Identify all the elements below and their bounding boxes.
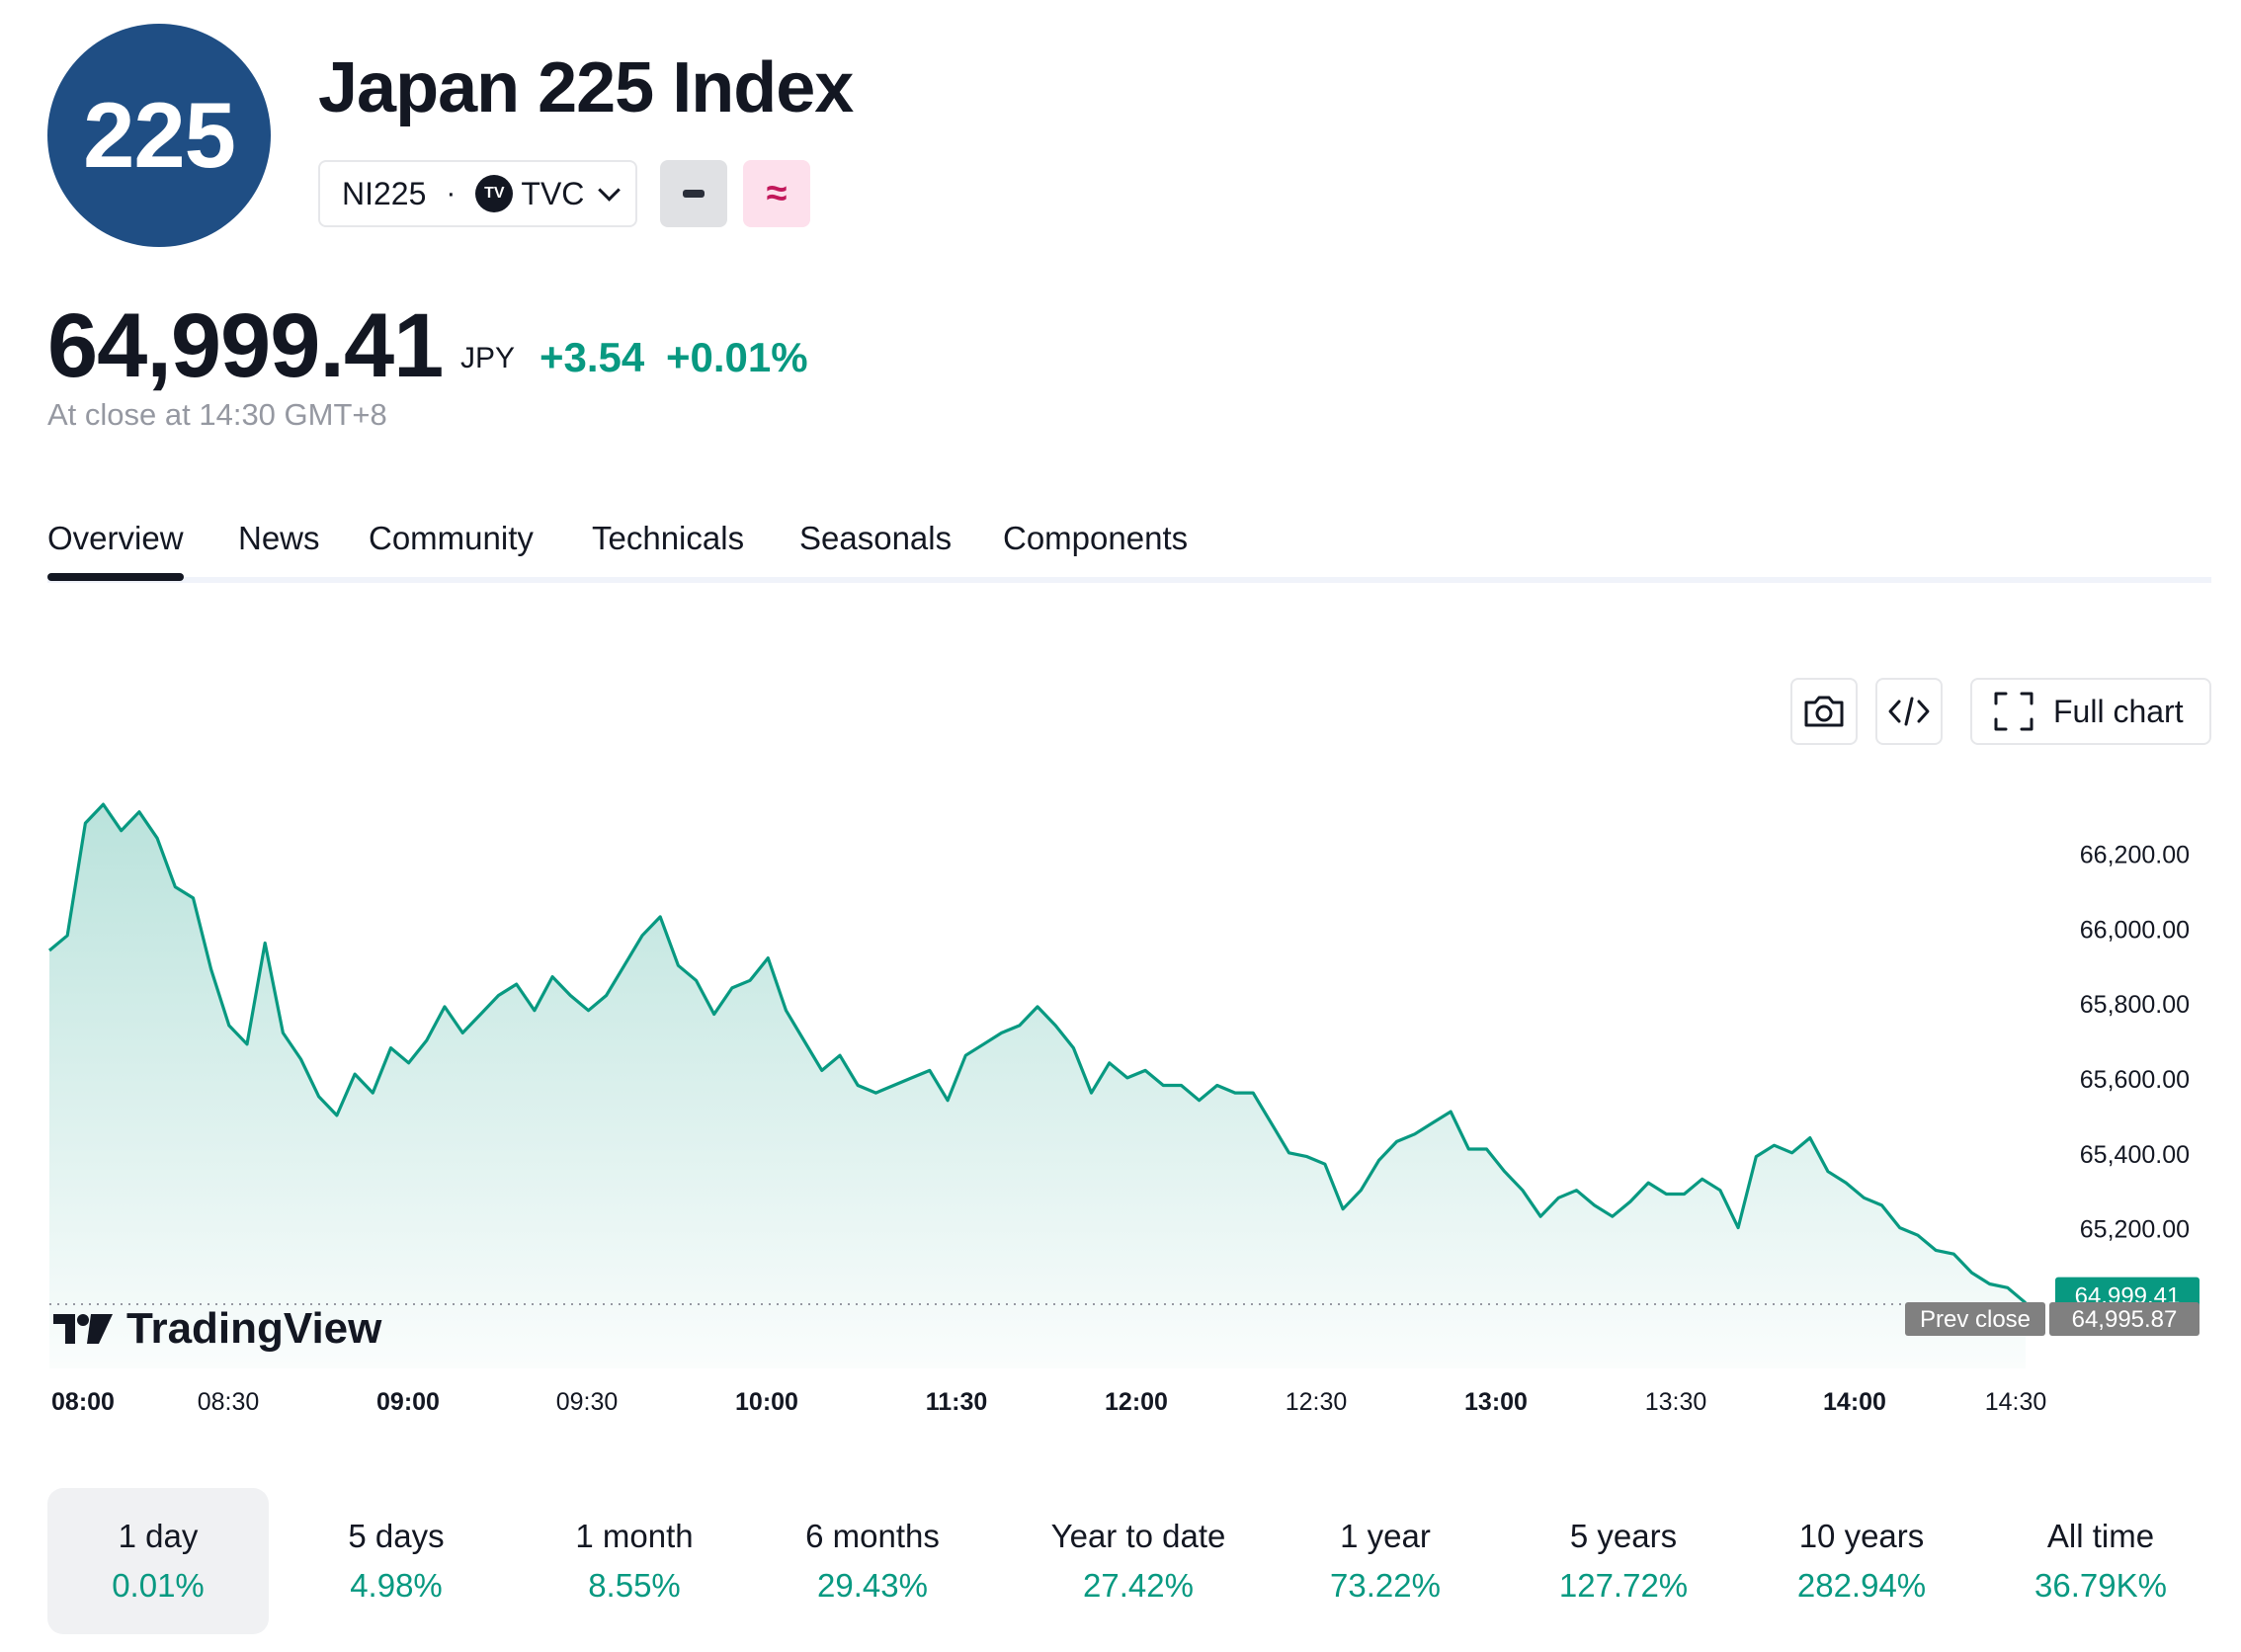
period-10-years[interactable]: 10 years 282.94% xyxy=(1751,1488,1972,1634)
price-area xyxy=(49,804,2026,1368)
tab-seasonals[interactable]: Seasonals xyxy=(799,520,953,556)
chevron-down-icon xyxy=(598,179,622,202)
period-value: 8.55% xyxy=(588,1567,681,1604)
period-6-months[interactable]: 6 months 29.43% xyxy=(762,1488,983,1634)
camera-icon xyxy=(1804,696,1844,727)
symbol-exchange-dropdown[interactable]: NI225 · TV TVC xyxy=(318,160,638,227)
period-all-time[interactable]: All time 36.79K% xyxy=(1990,1488,2211,1634)
currency-label: JPY xyxy=(460,342,516,374)
tab-components[interactable]: Components xyxy=(1003,520,1189,556)
tradingview-wordmark: TradingView xyxy=(126,1304,382,1353)
change-percent: +0.01% xyxy=(665,334,808,380)
period-1-day[interactable]: 1 day 0.01% xyxy=(47,1488,269,1634)
period-label: 10 years xyxy=(1798,1518,1925,1554)
price-change: +3.54 +0.01% xyxy=(540,334,808,381)
period-label: Year to date xyxy=(1050,1518,1226,1554)
minus-icon xyxy=(683,190,705,198)
period-value: 29.43% xyxy=(817,1567,928,1604)
period-label: 5 days xyxy=(348,1518,445,1554)
prev-close-label: Prev close xyxy=(1920,1306,2031,1333)
performance-periods: 1 day 0.01% 5 days 4.98% 1 month 8.55% 6… xyxy=(47,1488,2211,1634)
prev-close-value: 64,995.87 xyxy=(2072,1306,2178,1333)
period-value: 73.22% xyxy=(1330,1567,1441,1604)
x-tick-label: 14:30 xyxy=(1985,1388,2047,1416)
page-title: Japan 225 Index xyxy=(318,48,854,127)
tab-bar: Overview News Community Technicals Seaso… xyxy=(47,520,2211,583)
x-tick-label: 14:00 xyxy=(1823,1388,1886,1416)
tradingview-logo[interactable]: TradingView xyxy=(51,1304,381,1354)
code-icon xyxy=(1888,697,1930,726)
approx-icon: ≈ xyxy=(766,172,788,214)
y-tick-label: 66,000.00 xyxy=(2080,916,2190,944)
x-tick-label: 13:30 xyxy=(1645,1388,1707,1416)
embed-button[interactable] xyxy=(1875,678,1943,745)
period-value: 282.94% xyxy=(1796,1567,1927,1604)
period-5-years[interactable]: 5 years 127.72% xyxy=(1513,1488,1734,1634)
x-tick-label: 09:00 xyxy=(376,1388,440,1416)
y-tick-label: 65,800.00 xyxy=(2080,991,2190,1019)
index-logo: 225 xyxy=(47,24,271,247)
last-price: 64,999.41 xyxy=(47,295,444,396)
period-label: 5 years xyxy=(1569,1518,1678,1554)
period-year-to-date[interactable]: Year to date 27.42% xyxy=(1020,1488,1257,1634)
x-tick-label: 09:30 xyxy=(556,1388,619,1416)
tradingview-mark-icon xyxy=(53,1314,113,1344)
full-chart-button[interactable]: Full chart xyxy=(1970,678,2211,745)
snapshot-button[interactable] xyxy=(1790,678,1858,745)
tab-technicals[interactable]: Technicals xyxy=(592,520,745,556)
tab-community[interactable]: Community xyxy=(369,520,534,556)
period-1-year[interactable]: 1 year 73.22% xyxy=(1275,1488,1496,1634)
period-label: 1 month xyxy=(575,1518,694,1554)
tab-news[interactable]: News xyxy=(238,520,320,556)
fullscreen-icon xyxy=(1994,692,2034,731)
market-status-button[interactable] xyxy=(660,160,727,227)
x-tick-label: 12:30 xyxy=(1286,1388,1348,1416)
price-line xyxy=(47,802,2028,1304)
close-timestamp: At close at 14:30 GMT+8 xyxy=(47,397,387,432)
exchange-label: TVC xyxy=(521,175,585,211)
price-chart[interactable]: 66,200.00 66,000.00 65,800.00 65,600.00 65,4… xyxy=(0,761,2241,1443)
period-value: 0.01% xyxy=(112,1567,205,1604)
period-value: 27.42% xyxy=(1083,1567,1194,1604)
period-value: 127.72% xyxy=(1558,1567,1689,1604)
separator-dot: · xyxy=(446,177,456,209)
period-5-days[interactable]: 5 days 4.98% xyxy=(286,1488,507,1634)
period-label: 6 months xyxy=(805,1518,940,1554)
change-absolute: +3.54 xyxy=(540,334,645,380)
period-label: All time xyxy=(2046,1518,2155,1554)
tradingview-badge-icon: TV xyxy=(475,175,514,212)
y-tick-label: 66,200.00 xyxy=(2080,841,2190,868)
period-label: 1 day xyxy=(118,1518,199,1554)
period-label: 1 year xyxy=(1340,1518,1431,1554)
x-tick-label: 08:30 xyxy=(198,1388,260,1416)
full-chart-label: Full chart xyxy=(2053,693,2184,729)
index-logo-text: 225 xyxy=(83,83,236,187)
y-tick-label: 65,600.00 xyxy=(2080,1066,2190,1094)
period-value: 4.98% xyxy=(350,1567,443,1604)
symbol-label: NI225 xyxy=(342,175,427,211)
prev-close-tag xyxy=(1905,1302,2045,1337)
x-tick-label: 10:00 xyxy=(735,1388,798,1416)
prev-close-value-badge xyxy=(2049,1302,2200,1337)
x-tick-label: 11:30 xyxy=(926,1388,988,1416)
x-tick-label: 12:00 xyxy=(1105,1388,1168,1416)
period-value: 36.79K% xyxy=(2034,1567,2167,1604)
x-tick-label: 08:00 xyxy=(51,1388,115,1416)
y-tick-label: 65,200.00 xyxy=(2080,1216,2190,1244)
period-1-month[interactable]: 1 month 8.55% xyxy=(524,1488,745,1634)
x-tick-label: 13:00 xyxy=(1464,1388,1528,1416)
y-tick-label: 65,400.00 xyxy=(2080,1141,2190,1169)
delayed-data-button[interactable]: ≈ xyxy=(743,160,810,227)
tab-overview[interactable]: Overview xyxy=(47,520,184,581)
